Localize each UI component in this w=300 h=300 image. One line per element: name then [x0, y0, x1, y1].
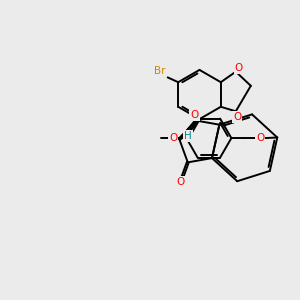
Text: O: O [190, 110, 199, 120]
Text: O: O [169, 133, 177, 143]
Text: O: O [233, 112, 242, 122]
Text: O: O [256, 133, 264, 143]
Text: O: O [235, 62, 243, 73]
Text: O: O [176, 177, 185, 187]
Text: Br: Br [154, 66, 166, 76]
Text: H: H [184, 131, 192, 141]
